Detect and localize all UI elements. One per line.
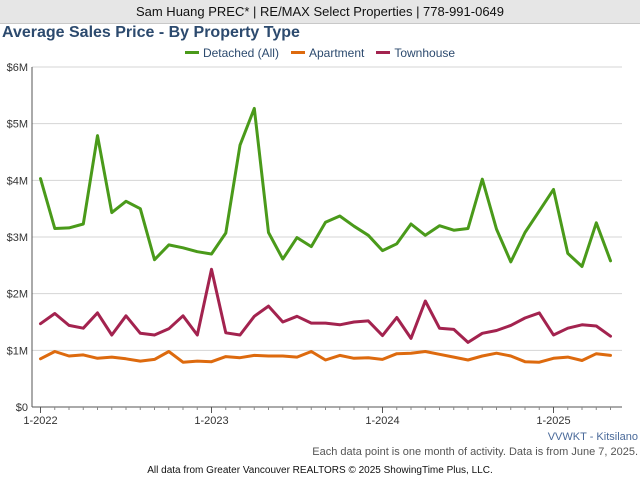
- y-tick-label: $0: [16, 402, 28, 414]
- series-line-3: [39, 267, 612, 344]
- x-tick-label: 1-2025: [536, 415, 570, 427]
- series-line-1: [39, 106, 612, 268]
- series-line-2: [39, 350, 612, 364]
- legend-swatch: [376, 51, 391, 55]
- chart-legend: Detached (All) Apartment Townhouse: [0, 46, 640, 60]
- y-tick-label: $5M: [7, 119, 28, 131]
- y-tick-label: $1M: [7, 345, 28, 357]
- legend-item: Detached (All): [184, 46, 279, 60]
- agent-header-bar: Sam Huang PREC* | RE/MAX Select Properti…: [0, 0, 640, 24]
- legend-swatch: [290, 51, 305, 55]
- source-note: All data from Greater Vancouver REALTORS…: [147, 465, 493, 476]
- x-tick-label: 1-2022: [23, 415, 57, 427]
- legend-item: Apartment: [290, 46, 365, 60]
- y-tick-label: $2M: [7, 289, 28, 301]
- agent-contact-line: Sam Huang PREC* | RE/MAX Select Properti…: [135, 4, 505, 19]
- legend-label: Townhouse: [394, 46, 456, 60]
- area-label: VVWKT - Kitsilano: [547, 431, 638, 443]
- legend-label: Detached (All): [202, 46, 279, 60]
- legend-label: Apartment: [308, 46, 365, 60]
- y-tick-label: $4M: [7, 175, 28, 187]
- legend-swatch: [184, 51, 199, 55]
- chart-title: Average Sales Price - By Property Type: [2, 24, 300, 41]
- y-tick-label: $3M: [7, 232, 28, 244]
- x-tick-label: 1-2024: [365, 415, 399, 427]
- activity-note: Each data point is one month of activity…: [312, 446, 638, 458]
- legend-item: Townhouse: [376, 46, 455, 60]
- y-tick-label: $6M: [7, 62, 28, 74]
- x-tick-label: 1-2023: [194, 415, 228, 427]
